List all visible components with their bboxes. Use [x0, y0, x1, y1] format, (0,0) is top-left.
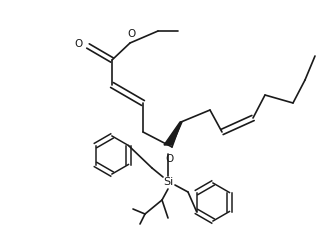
Text: O: O — [75, 39, 83, 49]
Polygon shape — [164, 122, 182, 145]
Text: O: O — [165, 154, 173, 164]
Text: O: O — [127, 29, 135, 39]
Text: Si: Si — [163, 177, 173, 187]
